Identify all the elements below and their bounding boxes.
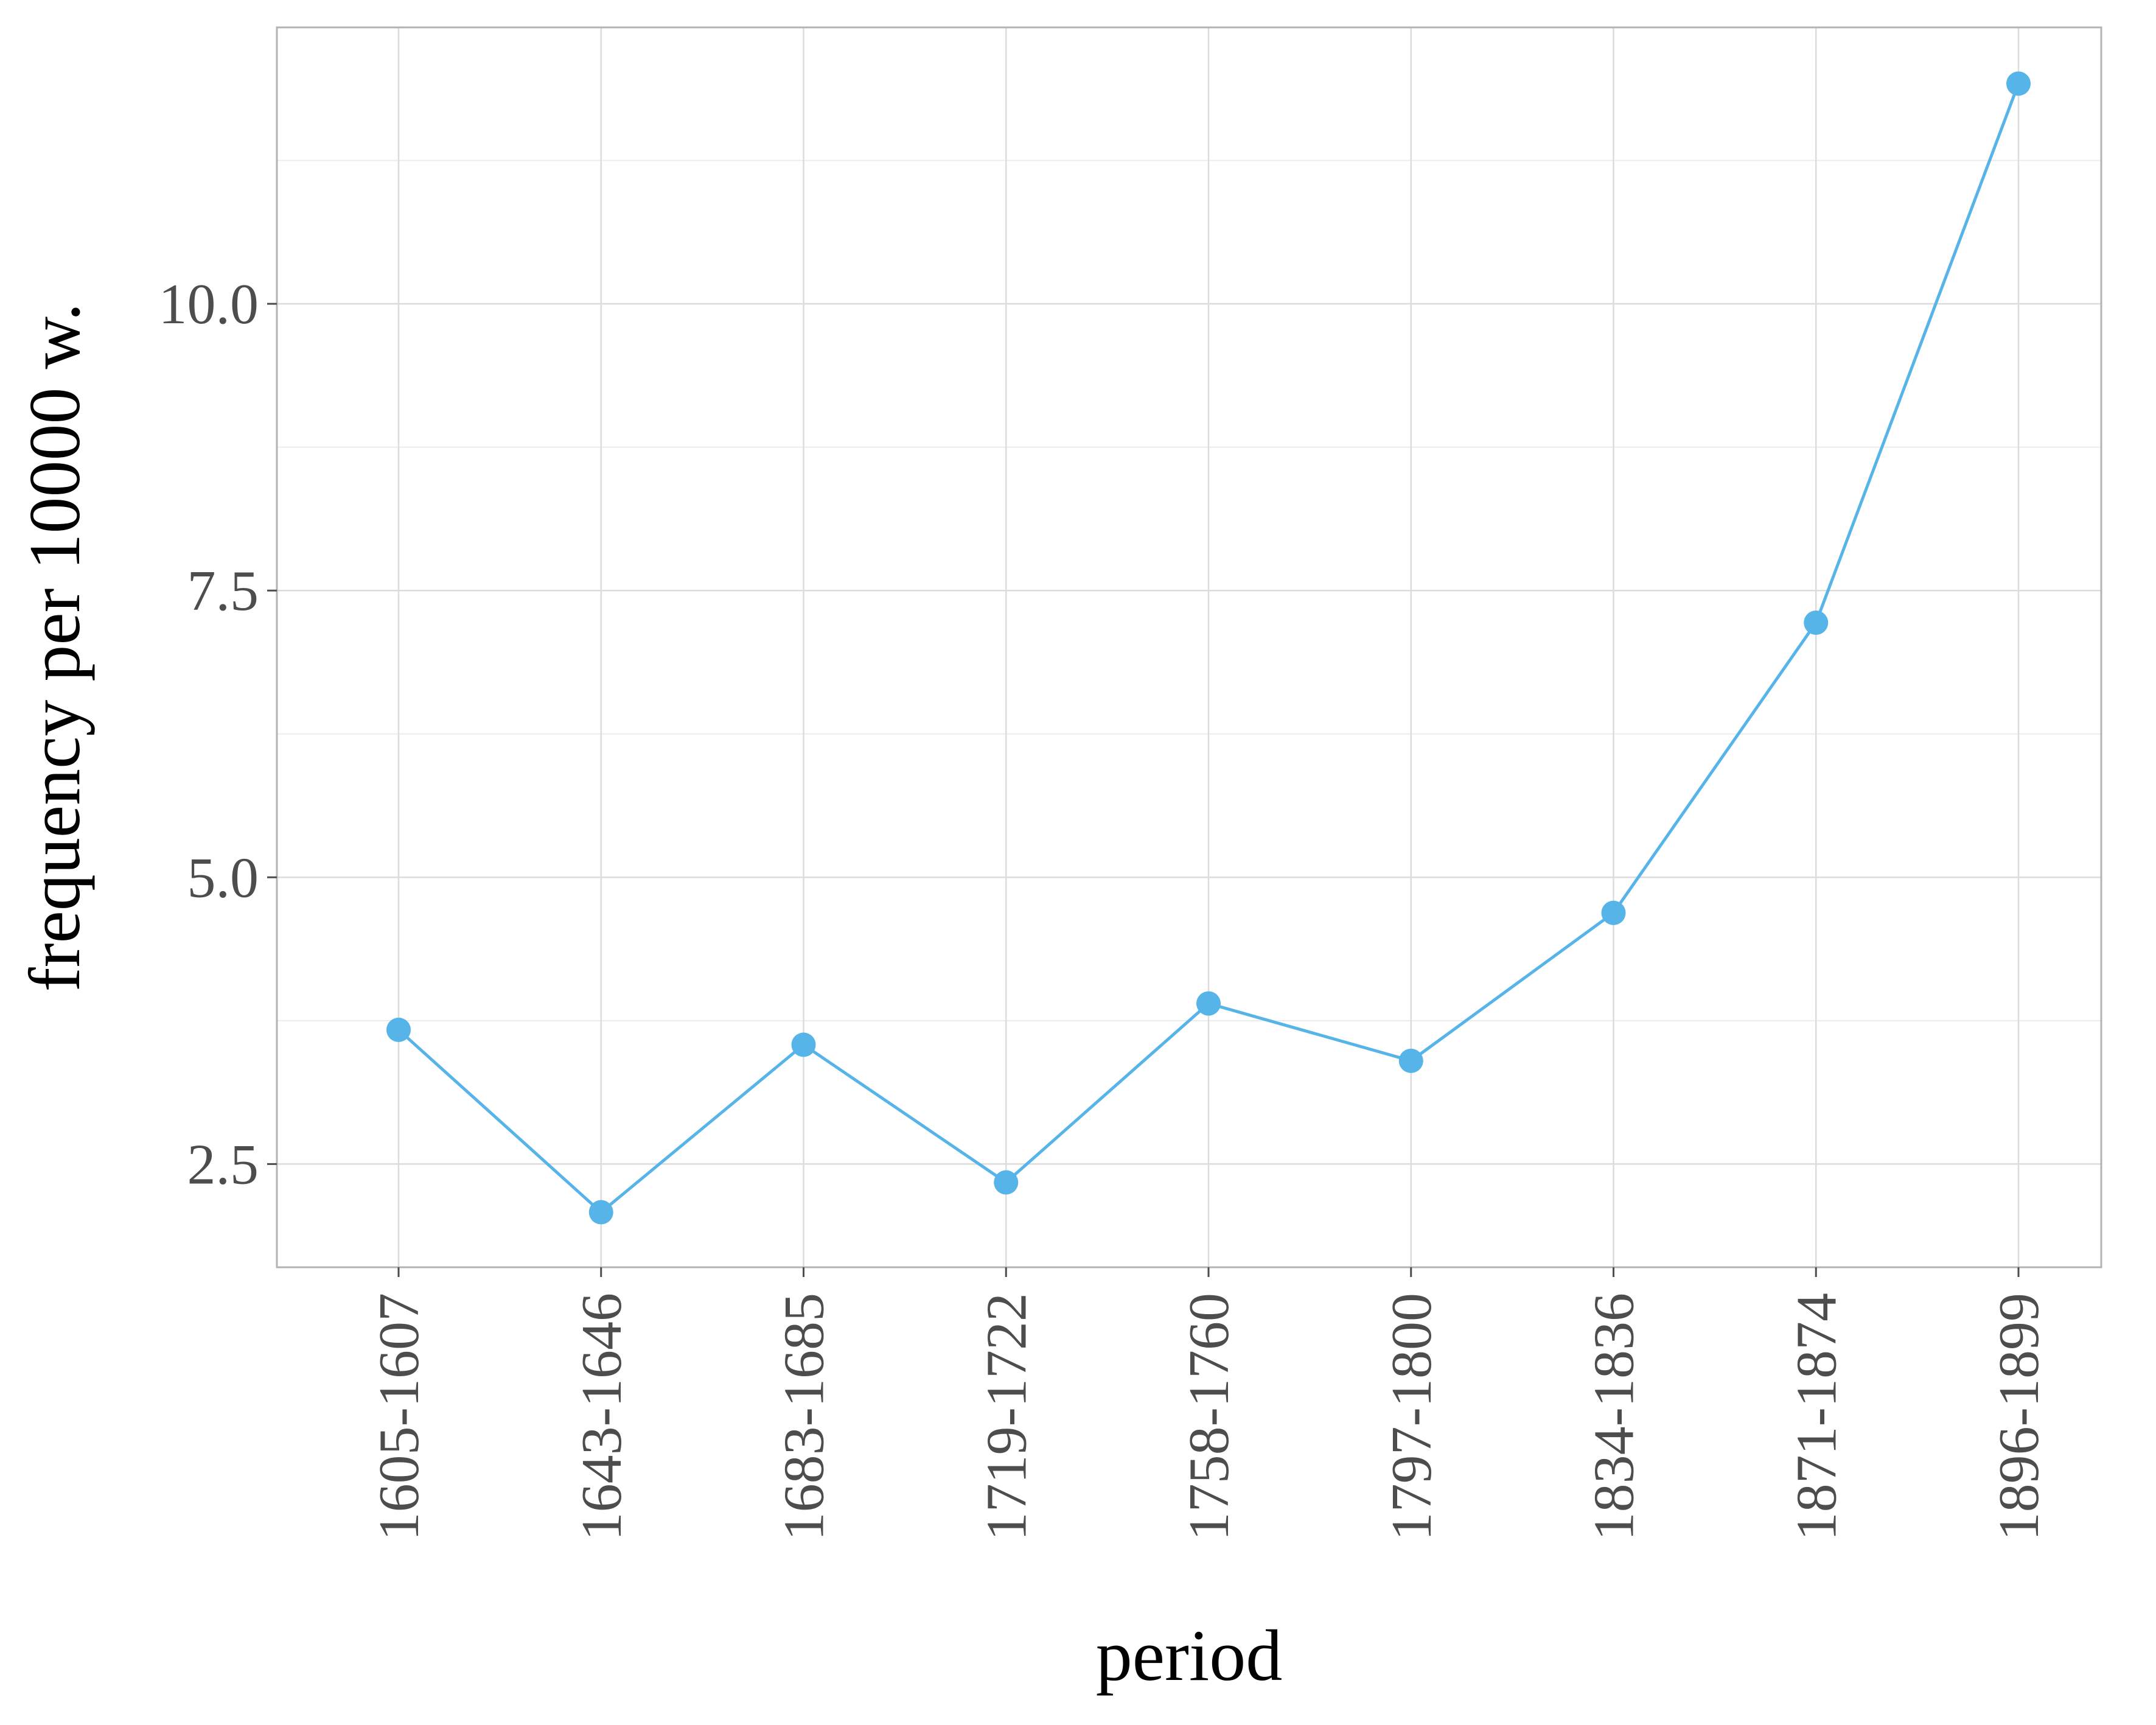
data-point (1804, 610, 1829, 635)
data-point (588, 1200, 613, 1225)
y-tick-label: 2.5 (187, 1133, 259, 1196)
data-point (386, 1017, 411, 1042)
plot-panel-border (276, 26, 2102, 1268)
x-tick-label: 1683-1685 (773, 1293, 836, 1541)
y-axis-title: frequency per 10000 w. (14, 303, 95, 992)
x-tick-label: 1834-1836 (1583, 1293, 1646, 1541)
data-point (1196, 991, 1221, 1016)
x-tick-label: 1871-1874 (1785, 1293, 1848, 1541)
x-tick-label: 1605-1607 (368, 1293, 431, 1541)
series-layer (386, 71, 2031, 1225)
y-tick-label: 10.0 (159, 273, 259, 336)
x-tick-label: 1758-1760 (1177, 1293, 1241, 1541)
data-point (791, 1032, 816, 1057)
x-axis-title: period (1096, 1615, 1283, 1696)
x-tick-label: 1896-1899 (1987, 1293, 2051, 1541)
x-tick-label: 1797-1800 (1380, 1293, 1443, 1541)
y-tick-label: 7.5 (187, 559, 259, 623)
grid-lines (277, 27, 2101, 1267)
data-point (994, 1170, 1019, 1195)
y-tick-label: 5.0 (187, 846, 259, 909)
data-point (1398, 1048, 1423, 1073)
axis-ticks: 2.5 5.0 7.5 10.0 1605-1607 1643-1646 1683-1685… (159, 273, 2051, 1541)
data-point (1601, 900, 1626, 925)
data-point (2006, 71, 2031, 96)
x-tick-label: 1643-1646 (570, 1293, 633, 1541)
x-tick-label: 1719-1722 (975, 1293, 1038, 1541)
